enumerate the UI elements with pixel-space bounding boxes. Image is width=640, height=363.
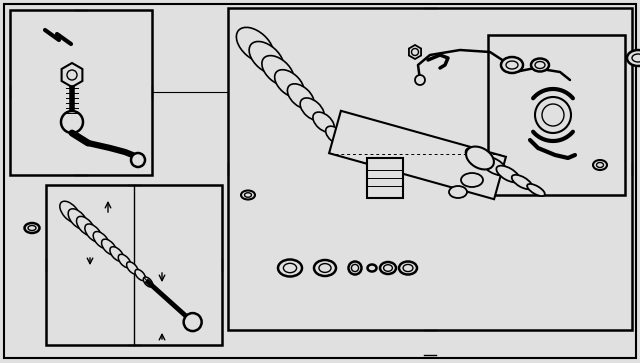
Polygon shape — [329, 111, 506, 199]
Ellipse shape — [244, 193, 252, 197]
Ellipse shape — [481, 156, 507, 175]
Ellipse shape — [512, 175, 532, 189]
Ellipse shape — [319, 264, 331, 272]
Ellipse shape — [349, 261, 362, 274]
Ellipse shape — [627, 50, 640, 66]
Ellipse shape — [449, 186, 467, 198]
Ellipse shape — [531, 58, 549, 72]
Ellipse shape — [284, 263, 296, 273]
Ellipse shape — [60, 201, 80, 223]
Ellipse shape — [465, 147, 495, 168]
Ellipse shape — [287, 84, 314, 109]
Ellipse shape — [497, 166, 520, 182]
Ellipse shape — [85, 224, 102, 242]
Ellipse shape — [236, 27, 274, 63]
Ellipse shape — [77, 216, 95, 236]
Ellipse shape — [93, 232, 109, 248]
Ellipse shape — [399, 261, 417, 274]
Ellipse shape — [127, 262, 138, 274]
Ellipse shape — [461, 173, 483, 187]
Ellipse shape — [110, 247, 124, 261]
Polygon shape — [409, 45, 421, 59]
Ellipse shape — [300, 98, 324, 121]
Ellipse shape — [593, 160, 607, 170]
Ellipse shape — [596, 163, 604, 167]
Ellipse shape — [380, 262, 396, 274]
Ellipse shape — [313, 112, 334, 132]
Ellipse shape — [249, 41, 284, 74]
Ellipse shape — [527, 184, 545, 196]
Bar — [46, 185, 222, 345]
Polygon shape — [61, 63, 83, 87]
Ellipse shape — [118, 254, 131, 268]
Bar — [367, 158, 403, 198]
Ellipse shape — [135, 269, 145, 281]
Ellipse shape — [28, 225, 36, 231]
Ellipse shape — [383, 265, 392, 271]
Bar — [228, 8, 632, 330]
Ellipse shape — [102, 239, 116, 255]
Ellipse shape — [262, 56, 294, 86]
Ellipse shape — [24, 223, 40, 233]
Ellipse shape — [241, 191, 255, 200]
Circle shape — [131, 153, 145, 167]
Circle shape — [542, 104, 564, 126]
Circle shape — [535, 97, 571, 133]
Ellipse shape — [466, 147, 494, 170]
Circle shape — [415, 75, 425, 85]
Circle shape — [412, 49, 419, 56]
Ellipse shape — [275, 70, 304, 97]
Ellipse shape — [351, 264, 358, 272]
Ellipse shape — [632, 54, 640, 62]
Ellipse shape — [367, 265, 376, 272]
Ellipse shape — [326, 126, 344, 144]
Bar — [10, 10, 152, 175]
Ellipse shape — [278, 260, 302, 277]
Ellipse shape — [501, 57, 523, 73]
Ellipse shape — [68, 209, 88, 229]
Circle shape — [67, 70, 77, 80]
Ellipse shape — [506, 61, 518, 69]
Ellipse shape — [314, 260, 336, 276]
Bar — [488, 35, 625, 195]
Circle shape — [184, 313, 202, 331]
Circle shape — [61, 111, 83, 133]
Ellipse shape — [143, 277, 153, 287]
Ellipse shape — [403, 264, 413, 272]
Ellipse shape — [535, 61, 545, 69]
